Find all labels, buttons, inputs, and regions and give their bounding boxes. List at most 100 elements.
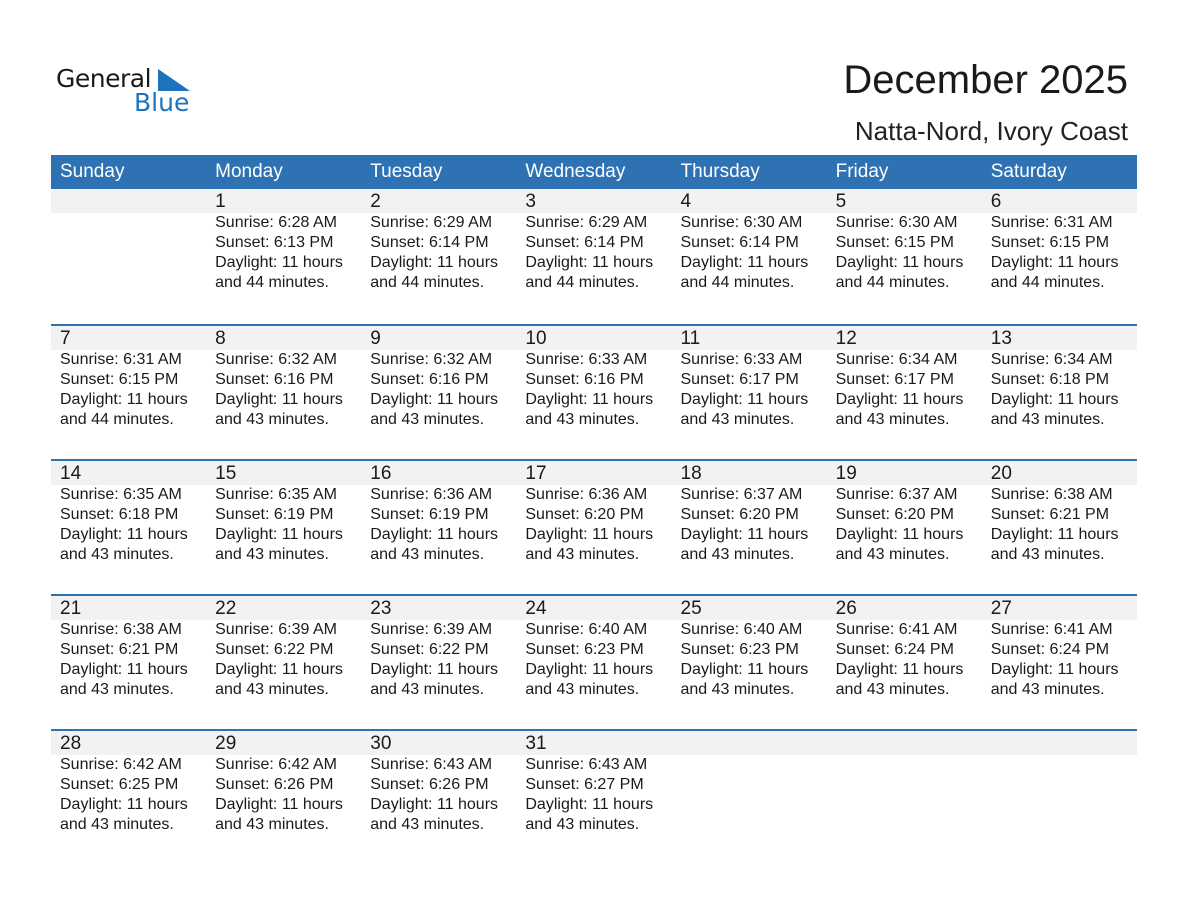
sunset-time: Sunset: 6:20 PM [835, 506, 954, 523]
sunrise-time: Sunrise: 6:28 AM [215, 214, 337, 231]
sunset-time: Sunset: 6:19 PM [370, 506, 489, 523]
day-number: 15 [215, 463, 237, 484]
day-number: 29 [215, 733, 237, 754]
daylight-hours: Daylight: 11 hours [525, 526, 654, 543]
sunset-time: Sunset: 6:27 PM [525, 776, 644, 793]
sunset-time: Sunset: 6:24 PM [990, 641, 1110, 658]
sunrise-time: Sunrise: 6:43 AM [525, 756, 648, 773]
day-cell: 13 Sunrise: 6:34 AM Sunset: 6:18 PM Dayligh… [982, 326, 1137, 459]
day-cell: 30 Sunrise: 6:43 AM Sunset: 6:26 PM Dayligh… [361, 731, 516, 864]
location-subtitle: Natta-Nord, Ivory Coast [854, 116, 1128, 146]
day-number: 12 [835, 328, 857, 349]
day-cell: 2 Sunrise: 6:29 AM Sunset: 6:14 PM Daylight… [361, 189, 516, 324]
day-cell: 7 Sunrise: 6:31 AM Sunset: 6:15 PM Daylight… [51, 326, 206, 459]
daylight-hours: Daylight: 11 hours [835, 661, 964, 678]
day-cell: 19 Sunrise: 6:37 AM Sunset: 6:20 PM Dayligh… [827, 461, 982, 594]
day-number: 3 [525, 191, 536, 212]
week-row: 28 Sunrise: 6:42 AM Sunset: 6:25 PM Dayligh… [51, 729, 1137, 864]
sunset-time: Sunset: 6:23 PM [525, 641, 644, 658]
sunrise-time: Sunrise: 6:32 AM [370, 351, 493, 368]
sunrise-time: Sunrise: 6:33 AM [680, 351, 803, 368]
daylight-hours: Daylight: 11 hours [835, 254, 964, 271]
sunset-time: Sunset: 6:15 PM [835, 234, 954, 251]
sunset-time: Sunset: 6:18 PM [990, 371, 1110, 388]
daylight-hours: Daylight: 11 hours [215, 254, 343, 271]
daylight-hours: Daylight: 11 hours [370, 391, 499, 408]
sunset-time: Sunset: 6:18 PM [60, 506, 179, 523]
daylight-minutes: and 43 minutes. [680, 681, 795, 698]
day-cell: 16 Sunrise: 6:36 AM Sunset: 6:19 PM Dayligh… [361, 461, 516, 594]
day-cell: 31 Sunrise: 6:43 AM Sunset: 6:27 PM Dayligh… [516, 731, 671, 864]
logo-word-general: General [56, 64, 152, 93]
weekday-sunday: Sunday [60, 161, 125, 182]
sunrise-time: Sunrise: 6:32 AM [215, 351, 337, 368]
day-number: 7 [60, 328, 71, 349]
weekday-tuesday: Tuesday [370, 161, 443, 182]
day-number: 14 [60, 463, 82, 484]
daylight-minutes: and 43 minutes. [835, 546, 950, 563]
sunset-time: Sunset: 6:26 PM [215, 776, 334, 793]
sunrise-time: Sunrise: 6:37 AM [680, 486, 803, 503]
day-number: 26 [835, 598, 857, 619]
sunset-time: Sunset: 6:19 PM [215, 506, 334, 523]
day-cell: 24 Sunrise: 6:40 AM Sunset: 6:23 PM Dayligh… [516, 596, 671, 729]
sunrise-time: Sunrise: 6:42 AM [215, 756, 337, 773]
daylight-minutes: and 44 minutes. [990, 274, 1105, 291]
daylight-minutes: and 43 minutes. [370, 546, 485, 563]
daylight-minutes: and 43 minutes. [60, 816, 174, 833]
daylight-hours: Daylight: 11 hours [215, 796, 343, 813]
sunset-time: Sunset: 6:17 PM [835, 371, 954, 388]
day-number: 31 [525, 733, 547, 754]
sunset-time: Sunset: 6:21 PM [990, 506, 1110, 523]
daylight-hours: Daylight: 11 hours [680, 661, 809, 678]
sunset-time: Sunset: 6:22 PM [370, 641, 489, 658]
daylight-hours: Daylight: 11 hours [990, 391, 1119, 408]
sunrise-time: Sunrise: 6:41 AM [990, 621, 1113, 638]
sunset-time: Sunset: 6:14 PM [370, 234, 489, 251]
sunset-time: Sunset: 6:17 PM [680, 371, 799, 388]
day-number: 28 [60, 733, 82, 754]
day-number: 21 [60, 598, 82, 619]
sunrise-time: Sunrise: 6:39 AM [215, 621, 337, 638]
day-number: 13 [990, 328, 1012, 349]
daylight-hours: Daylight: 11 hours [370, 796, 499, 813]
day-cell: 6 Sunrise: 6:31 AM Sunset: 6:15 PM Daylight… [982, 189, 1137, 324]
daylight-hours: Daylight: 11 hours [370, 254, 499, 271]
day-number: 10 [525, 328, 547, 349]
daylight-minutes: and 43 minutes. [835, 681, 950, 698]
empty-cell [672, 731, 827, 864]
day-cell: 1 Sunrise: 6:28 AM Sunset: 6:13 PM Daylight… [206, 189, 361, 324]
sunrise-time: Sunrise: 6:42 AM [60, 756, 182, 773]
sunset-time: Sunset: 6:16 PM [215, 371, 334, 388]
sunset-time: Sunset: 6:25 PM [60, 776, 179, 793]
sunset-time: Sunset: 6:15 PM [60, 371, 179, 388]
daylight-hours: Daylight: 11 hours [835, 391, 964, 408]
sunrise-time: Sunrise: 6:38 AM [990, 486, 1113, 503]
daylight-minutes: and 43 minutes. [990, 681, 1105, 698]
page-title: December 2025 [843, 58, 1128, 102]
day-cell: 17 Sunrise: 6:36 AM Sunset: 6:20 PM Dayligh… [516, 461, 671, 594]
day-cell: 4 Sunrise: 6:30 AM Sunset: 6:14 PM Daylight… [672, 189, 827, 324]
weekday-wednesday: Wednesday [525, 161, 626, 182]
sunrise-time: Sunrise: 6:40 AM [680, 621, 803, 638]
day-cell: 23 Sunrise: 6:39 AM Sunset: 6:22 PM Dayligh… [361, 596, 516, 729]
day-cell: 22 Sunrise: 6:39 AM Sunset: 6:22 PM Dayligh… [206, 596, 361, 729]
daylight-hours: Daylight: 11 hours [680, 526, 809, 543]
daylight-hours: Daylight: 11 hours [60, 661, 188, 678]
empty-cell [827, 731, 982, 864]
logo-word-blue: Blue [134, 88, 190, 117]
sunset-time: Sunset: 6:15 PM [990, 234, 1110, 251]
sunset-time: Sunset: 6:24 PM [835, 641, 954, 658]
weekday-friday: Friday [835, 161, 889, 182]
day-number: 6 [990, 191, 1002, 212]
sunset-time: Sunset: 6:14 PM [680, 234, 799, 251]
weekday-header: Sunday Monday Tuesday Wednesday Thursday Frid… [51, 155, 1137, 189]
day-number: 27 [990, 598, 1012, 619]
day-number: 18 [680, 463, 702, 484]
day-cell: 21 Sunrise: 6:38 AM Sunset: 6:21 PM Dayligh… [51, 596, 206, 729]
day-cell: 10 Sunrise: 6:33 AM Sunset: 6:16 PM Dayligh… [516, 326, 671, 459]
daylight-hours: Daylight: 11 hours [525, 661, 654, 678]
daylight-minutes: and 43 minutes. [525, 411, 640, 428]
sunrise-time: Sunrise: 6:40 AM [525, 621, 648, 638]
daylight-hours: Daylight: 11 hours [680, 254, 809, 271]
